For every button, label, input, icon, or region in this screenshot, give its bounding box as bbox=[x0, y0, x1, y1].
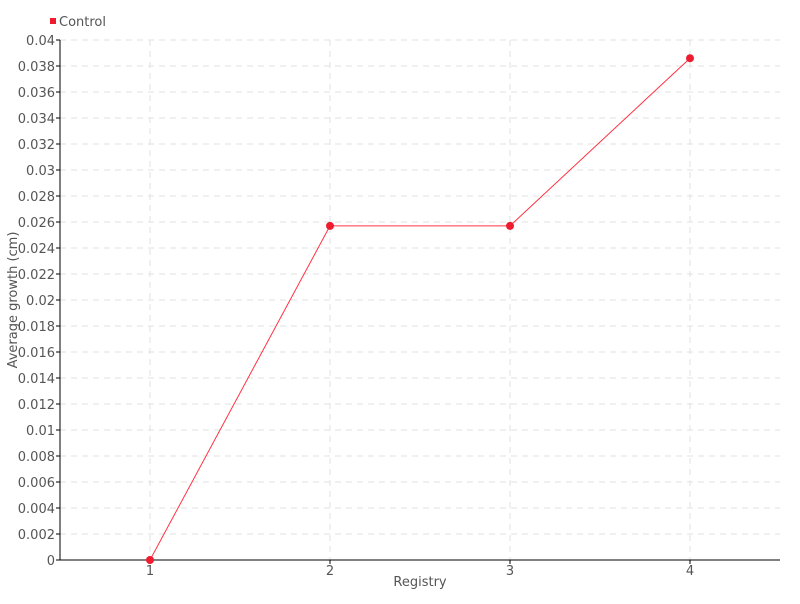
axes bbox=[59, 40, 780, 561]
series-line-control bbox=[149, 57, 691, 561]
x-tick-label: 4 bbox=[686, 564, 694, 579]
y-tick-label: 0.008 bbox=[18, 450, 55, 465]
y-tick-label: 0.016 bbox=[18, 346, 55, 361]
y-tick-label: 0.004 bbox=[18, 502, 55, 517]
x-axis-label: Registry bbox=[393, 575, 447, 590]
y-tick-label: 0.03 bbox=[26, 164, 55, 179]
y-tick-label: 0.002 bbox=[18, 528, 55, 543]
y-tick-label: 0.034 bbox=[18, 112, 55, 127]
grid bbox=[60, 39, 780, 560]
x-tick-label: 2 bbox=[326, 564, 334, 579]
data-point[interactable] bbox=[146, 556, 154, 564]
y-tick-label: 0.026 bbox=[18, 216, 55, 231]
y-tick-label: 0.022 bbox=[18, 268, 55, 283]
y-tick-label: 0.014 bbox=[18, 372, 55, 387]
data-point[interactable] bbox=[686, 54, 694, 63]
y-tick-label: 0 bbox=[47, 554, 55, 569]
series bbox=[146, 54, 694, 564]
y-tick-label: 0.028 bbox=[18, 190, 55, 205]
y-tick-label: 0.04 bbox=[26, 34, 55, 49]
y-tick-label: 0.012 bbox=[18, 398, 55, 413]
y-tick-label: 0.018 bbox=[18, 320, 55, 335]
data-point[interactable] bbox=[506, 221, 514, 230]
y-tick-label: 0.032 bbox=[18, 138, 55, 153]
y-axis-ticks: 0 0.002 0.004 0.006 0.008 0.01 0.012 0.014 0.016… bbox=[18, 34, 60, 569]
legend[interactable]: Control bbox=[50, 15, 106, 30]
y-tick-label: 0.02 bbox=[26, 294, 55, 309]
y-tick-label: 0.038 bbox=[18, 60, 55, 75]
legend-marker-control bbox=[50, 18, 56, 24]
y-tick-label: 0.006 bbox=[18, 476, 55, 491]
x-tick-label: 1 bbox=[146, 564, 154, 579]
y-tick-label: 0.024 bbox=[18, 242, 55, 257]
y-tick-label: 0.036 bbox=[18, 86, 55, 101]
data-point[interactable] bbox=[326, 221, 334, 230]
legend-label-control[interactable]: Control bbox=[59, 15, 106, 30]
y-axis-label: Average growth (cm) bbox=[6, 232, 21, 369]
x-tick-label: 3 bbox=[506, 564, 514, 579]
y-tick-label: 0.01 bbox=[26, 424, 55, 439]
